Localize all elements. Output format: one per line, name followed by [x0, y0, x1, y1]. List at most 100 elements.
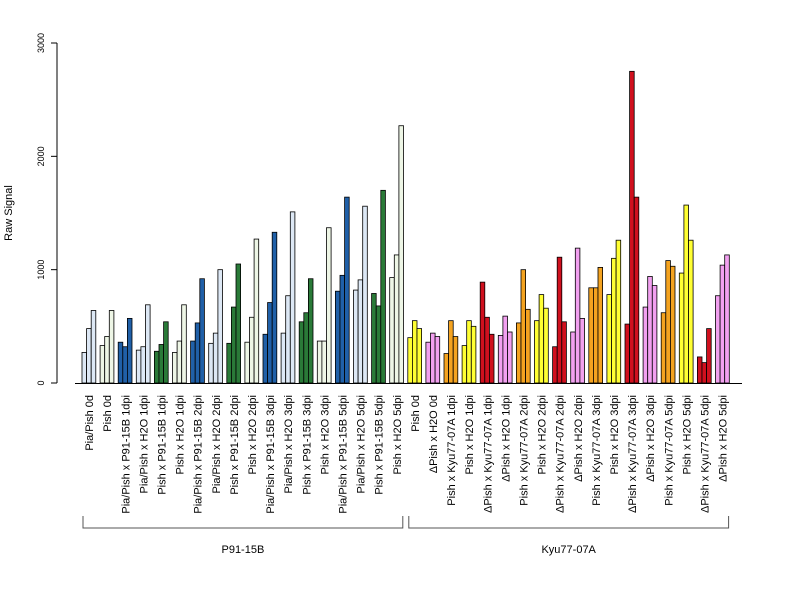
bar — [466, 320, 472, 384]
bar — [724, 254, 730, 384]
x-tick-label: Pia/Pish x P91-15B 1dpi — [120, 395, 132, 514]
bar — [289, 211, 296, 384]
x-tick-label: Pish x H2O 1dpi — [464, 395, 476, 474]
bar — [552, 346, 558, 384]
bar — [461, 345, 468, 384]
bar — [104, 336, 110, 384]
bar — [267, 302, 273, 384]
bar — [99, 345, 106, 384]
bar — [321, 340, 327, 384]
bar — [665, 260, 671, 384]
bar — [217, 269, 223, 384]
x-tick-label: Pia/Pish x H2O 5dpi — [356, 395, 368, 493]
x-tick-label: Pish x H2O 3dpi — [319, 395, 331, 474]
bar — [488, 333, 495, 384]
bar — [253, 238, 260, 384]
x-tick-label: ΔPish x H2O 2dpi — [573, 395, 585, 482]
x-tick-label: Pish x Kyu77-07A 2dpi — [519, 395, 531, 506]
group-label: Kyu77-07A — [541, 544, 596, 556]
bar — [380, 189, 386, 384]
bar — [344, 196, 350, 384]
bar — [633, 196, 640, 384]
bar — [525, 308, 531, 384]
bar — [534, 320, 540, 384]
bar — [389, 277, 395, 384]
bar — [448, 320, 454, 384]
bar — [172, 351, 178, 384]
bar — [597, 266, 603, 384]
bar — [303, 312, 309, 384]
x-tick-label: Pish x H2O 3dpi — [609, 395, 621, 474]
group-bracket — [408, 516, 730, 529]
bar — [163, 321, 169, 384]
bar — [181, 304, 187, 384]
bar — [208, 342, 214, 384]
x-tick-label: Pish x P91-15B 5dpi — [374, 395, 386, 495]
bar — [647, 276, 653, 384]
bar — [579, 317, 585, 384]
x-tick-label: Pia/Pish 0d — [84, 395, 96, 451]
bar — [339, 274, 345, 384]
bar — [434, 336, 441, 384]
x-tick-label: Pia/Pish x P91-15B 5dpi — [338, 395, 350, 514]
x-tick-label: Pish x P91-15B 2dpi — [229, 395, 241, 495]
bar — [127, 317, 133, 384]
x-tick-label: Pish 0d — [410, 395, 422, 432]
bar — [706, 328, 712, 384]
bar — [688, 239, 694, 384]
bar — [316, 340, 323, 384]
x-tick-label: Pia/Pish x H2O 3dpi — [283, 395, 295, 493]
bar — [574, 247, 581, 384]
x-tick-label: Pish x P91-15B 1dpi — [157, 395, 169, 495]
group-bracket — [82, 516, 404, 529]
x-tick-label: ΔPish x Kyu77-07A 1dpi — [482, 395, 494, 513]
bar — [624, 323, 630, 384]
x-tick-label: Pish 0d — [102, 395, 114, 432]
bar — [615, 239, 622, 384]
bar — [697, 356, 703, 384]
bar — [443, 353, 449, 384]
bar — [660, 312, 667, 384]
bar — [507, 331, 513, 384]
x-tick-label: Pish x Kyu77-07A 3dpi — [591, 395, 603, 506]
y-tick-label: 3000 — [36, 33, 46, 53]
bar — [334, 290, 341, 384]
bar — [357, 279, 364, 384]
x-tick-label: Pish x P91-15B 3dpi — [301, 395, 313, 495]
bar — [556, 256, 563, 384]
bar — [715, 295, 721, 384]
x-tick-label: ΔPish x Kyu77-07A 5dpi — [700, 395, 712, 513]
bar — [158, 344, 164, 384]
bar — [393, 254, 400, 384]
y-tick-label: 0 — [36, 380, 46, 385]
bar — [497, 334, 504, 384]
x-tick-label: Pia/Pish x P91-15B 3dpi — [265, 395, 277, 514]
bar — [629, 70, 635, 384]
bar — [543, 307, 549, 384]
bar — [298, 321, 305, 384]
x-tick-label: Pish x H2O 5dpi — [681, 395, 693, 474]
bar — [271, 231, 278, 384]
x-tick-label: Pish x Kyu77-07A 1dpi — [446, 395, 458, 506]
bar — [153, 350, 160, 384]
bar — [117, 341, 124, 384]
x-tick-label: Pish x H2O 1dpi — [175, 395, 187, 474]
bar — [90, 310, 97, 384]
x-tick-label: ΔPish x H2O 3dpi — [645, 395, 657, 482]
bar — [611, 257, 617, 384]
bar — [230, 306, 237, 384]
x-tick-label: Pish x H2O 2dpi — [537, 395, 549, 474]
bar — [479, 281, 486, 384]
bar — [678, 272, 685, 384]
bar — [606, 294, 612, 384]
bar — [651, 285, 658, 384]
bar — [407, 337, 413, 384]
y-tick-label: 1000 — [36, 260, 46, 280]
bar — [194, 322, 201, 384]
bar — [411, 320, 418, 384]
bar — [176, 340, 183, 384]
bar — [502, 315, 508, 384]
bar — [199, 278, 205, 384]
x-tick-labels: Pia/Pish 0d Pish 0d Pia/Pish x P91-15B 1dp… — [84, 395, 730, 514]
